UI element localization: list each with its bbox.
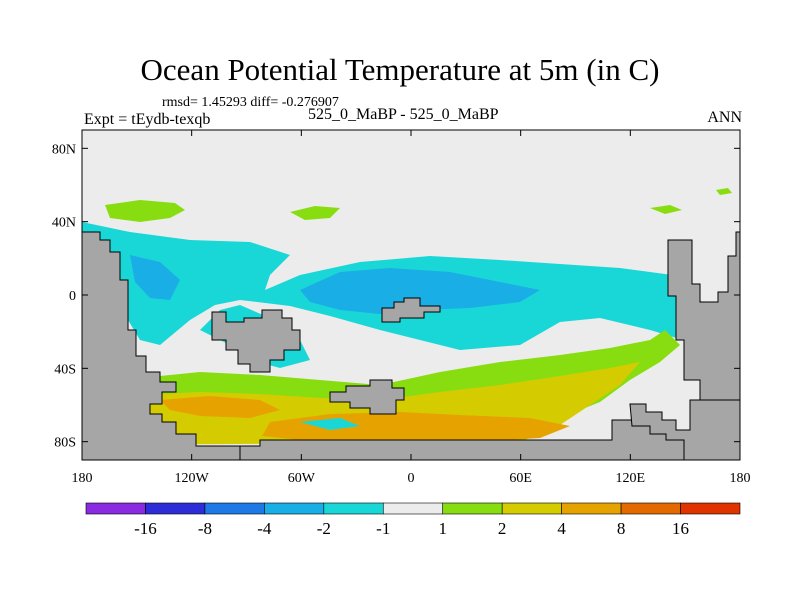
stats-label: rmsd= 1.45293 diff= -0.276907 [162,95,339,110]
x-tick-label: 180 [730,471,751,486]
x-tick-label: 180 [72,471,93,486]
land-central-continent [211,309,301,373]
x-tick-label: 60E [509,471,532,486]
colorbar-label: 1 [438,519,447,538]
colorbar-label: 8 [617,519,626,538]
colorbar-label: -1 [376,519,390,538]
case-label: 525_0_MaBP - 525_0_MaBP [308,106,499,123]
y-axis: 80N 40N 0 40S 80S [52,142,740,451]
colorbar-swatch [264,502,325,515]
north-green-patch-1 [105,200,185,222]
north-green-patch-3 [650,205,682,214]
map-field [82,130,740,460]
land-east [667,231,740,401]
colorbar-swatch [145,502,206,515]
chart-title: Ocean Potential Temperature at 5m (in C) [140,52,660,87]
land-equatorial-island [381,297,441,323]
y-tick-label: 40S [54,362,76,377]
equatorial-core [300,268,540,314]
colorbar-label: 4 [557,519,566,538]
land-east-south [629,399,740,460]
y-tick-label: 80N [52,142,76,157]
x-tick-label: 120W [175,471,210,486]
x-tick-label: 60W [288,471,316,486]
colorbar-swatch [85,502,146,515]
colorbar-swatch [323,502,384,515]
colorbar-swatch [382,502,444,515]
southern-orange-core-1 [160,396,280,418]
southern-cyan-sliver [300,418,360,430]
season-label: ANN [707,109,742,126]
colorbar-swatch [204,502,265,515]
colorbar-swatch [680,502,741,515]
x-axis: 180 120W 60W 0 60E 120E 180 [72,130,751,486]
colorbar-swatch [620,502,681,515]
x-tick-label: 120E [616,471,646,486]
y-tick-label: 80S [54,436,76,451]
east-pacific-core [130,255,180,300]
colorbar-label: 2 [498,519,507,538]
north-green-patch-4 [716,188,732,195]
colorbar-label: -8 [198,519,212,538]
land-layer [82,231,740,460]
land-west [82,231,241,460]
colorbar: -16 -8 -4 -2 -1 1 2 4 8 16 [85,502,741,538]
colorbar-swatch [561,502,622,515]
colorbar-swatch [442,502,503,515]
colorbar-label: 16 [672,519,689,538]
north-green-patch-2 [290,206,340,220]
x-tick-label: 0 [408,471,415,486]
y-tick-label: 40N [52,216,76,231]
y-tick-label: 0 [69,289,76,304]
colorbar-swatch [501,502,562,515]
land-southern-island [329,379,405,415]
experiment-label: Expt = tEydb-texqb [84,111,211,128]
colorbar-label: -2 [317,519,331,538]
colorbar-label: -4 [257,519,272,538]
colorbar-label: -16 [134,519,157,538]
